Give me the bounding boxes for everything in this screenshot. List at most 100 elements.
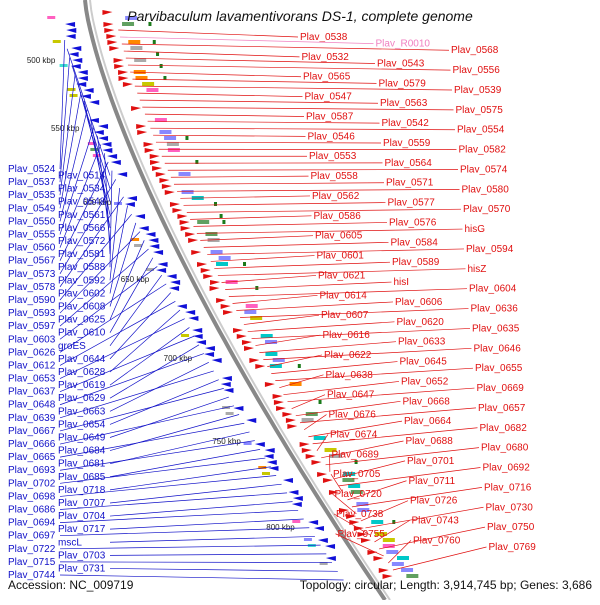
gene-feature-block <box>53 40 61 43</box>
reverse-gene-arrow <box>69 52 79 57</box>
forward-gene-arrow <box>311 460 321 465</box>
right-gene-label: Plav_0577 <box>388 198 436 209</box>
left-gene-label: Plav_0698 <box>8 491 56 502</box>
forward-gene-arrow <box>287 424 297 429</box>
right-label-connector <box>145 114 304 116</box>
left-gene-label: Plav_0665 <box>8 452 56 463</box>
left-gene-label: Plav_0524 <box>8 164 56 175</box>
forward-gene-arrow <box>249 358 259 363</box>
left-gene-label: Plav_0573 <box>8 269 56 280</box>
gene-feature-block <box>216 262 228 266</box>
gene-feature-block <box>197 220 209 224</box>
gene-feature-block <box>392 562 404 566</box>
forward-gene-arrow <box>118 70 128 75</box>
forward-gene-arrow <box>201 268 211 273</box>
reverse-gene-arrow <box>139 226 149 231</box>
left-label-connector <box>110 484 282 503</box>
left-label-connector <box>110 258 153 333</box>
left-gene-label: Plav_0648 <box>8 400 56 411</box>
right-gene-label: Plav_0680 <box>481 443 529 454</box>
gene-feature-block <box>314 436 326 440</box>
right-gene-label: Plav_0743 <box>412 516 460 527</box>
forward-gene-arrow <box>114 58 124 63</box>
right-gene-label: Plav_0652 <box>401 376 449 387</box>
forward-gene-arrow <box>197 262 207 267</box>
right-gene-label: Plav_0601 <box>317 251 365 262</box>
gene-feature-block <box>159 130 171 134</box>
gene-feature-block <box>146 88 158 92</box>
left-gene-label: Plav_0572 <box>58 236 106 247</box>
left-gene-label: Plav_0537 <box>8 177 56 188</box>
reverse-gene-arrow <box>149 244 159 249</box>
reverse-gene-arrow <box>196 340 206 345</box>
left-gene-label: Plav_0590 <box>8 295 56 306</box>
position-tick-label: 800 kbp <box>266 523 295 532</box>
reverse-gene-arrow <box>223 388 233 393</box>
right-gene-label: Plav_0587 <box>306 111 354 122</box>
right-gene-label: Plav_0636 <box>471 304 519 315</box>
gc-skew-mark <box>222 220 225 224</box>
right-gene-label: Plav_0674 <box>330 429 378 440</box>
forward-gene-arrow <box>107 40 117 45</box>
left-gene-label: Plav_0693 <box>8 465 56 476</box>
left-gene-label: Plav_0653 <box>8 374 56 385</box>
accession-text: Accession: NC_009719 <box>8 578 133 592</box>
forward-gene-arrow <box>177 214 187 219</box>
right-gene-label: Plav_0616 <box>323 330 371 341</box>
gene-feature-block <box>226 412 234 415</box>
map-title: Parvibaculum lavamentivorans DS-1, compl… <box>0 8 600 24</box>
left-gene-label: Plav_0707 <box>58 498 106 509</box>
gc-skew-mark <box>214 202 217 206</box>
forward-gene-arrow <box>145 148 155 153</box>
right-gene-label: Plav_0546 <box>308 131 356 142</box>
reverse-gene-arrow <box>158 262 168 267</box>
right-gene-label: Plav_0571 <box>386 178 434 189</box>
right-gene-label: Plav_0688 <box>406 436 454 447</box>
gc-skew-mark <box>156 52 159 56</box>
left-gene-label: mscL <box>58 537 82 548</box>
left-gene-label: Plav_0717 <box>58 524 106 535</box>
forward-gene-arrow <box>170 202 180 207</box>
reverse-gene-arrow <box>222 376 232 381</box>
forward-gene-arrow <box>144 142 154 147</box>
right-gene-label: Plav_0647 <box>327 390 375 401</box>
reverse-gene-arrow <box>98 124 108 129</box>
forward-gene-arrow <box>188 238 198 243</box>
left-gene-label: Plav_0667 <box>8 426 56 437</box>
forward-gene-arrow <box>210 280 220 285</box>
gene-feature-block <box>130 46 142 50</box>
right-label-connector <box>171 176 309 177</box>
forward-gene-arrow <box>306 454 316 459</box>
right-gene-label: Plav_0543 <box>377 58 425 69</box>
gc-skew-mark <box>355 460 358 464</box>
left-label-connector <box>110 432 250 464</box>
right-gene-label: Plav_0620 <box>397 317 445 328</box>
right-label-connector <box>233 295 318 303</box>
gene-feature-block <box>304 538 312 541</box>
forward-gene-arrow <box>210 286 220 291</box>
left-gene-label: Plav_0663 <box>58 406 106 417</box>
forward-gene-arrow <box>300 442 310 447</box>
reverse-gene-arrow <box>293 496 303 501</box>
reverse-gene-arrow <box>267 460 277 465</box>
forward-gene-arrow <box>323 478 333 483</box>
reverse-gene-arrow <box>167 274 177 279</box>
left-gene-label: Plav_0637 <box>8 387 56 398</box>
left-gene-label: Plav_0548 <box>58 197 106 208</box>
forward-gene-arrow <box>150 154 160 159</box>
right-gene-label: Plav_0621 <box>318 270 366 281</box>
forward-gene-arrow <box>302 448 312 453</box>
right-gene-label: Plav_0582 <box>459 145 507 156</box>
right-label-connector <box>204 242 389 247</box>
right-label-connector <box>174 183 384 185</box>
forward-gene-arrow <box>191 250 201 255</box>
right-gene-label: Plav_0564 <box>385 158 433 169</box>
reverse-gene-arrow <box>125 202 135 207</box>
reverse-gene-arrow <box>212 358 222 363</box>
reverse-gene-arrow <box>233 406 243 411</box>
right-gene-label: Plav_0645 <box>400 357 448 368</box>
right-gene-label: Plav_0769 <box>489 542 537 553</box>
reverse-gene-arrow <box>169 286 179 291</box>
right-gene-label: Plav_0716 <box>484 482 532 493</box>
gene-feature-block <box>168 148 180 152</box>
